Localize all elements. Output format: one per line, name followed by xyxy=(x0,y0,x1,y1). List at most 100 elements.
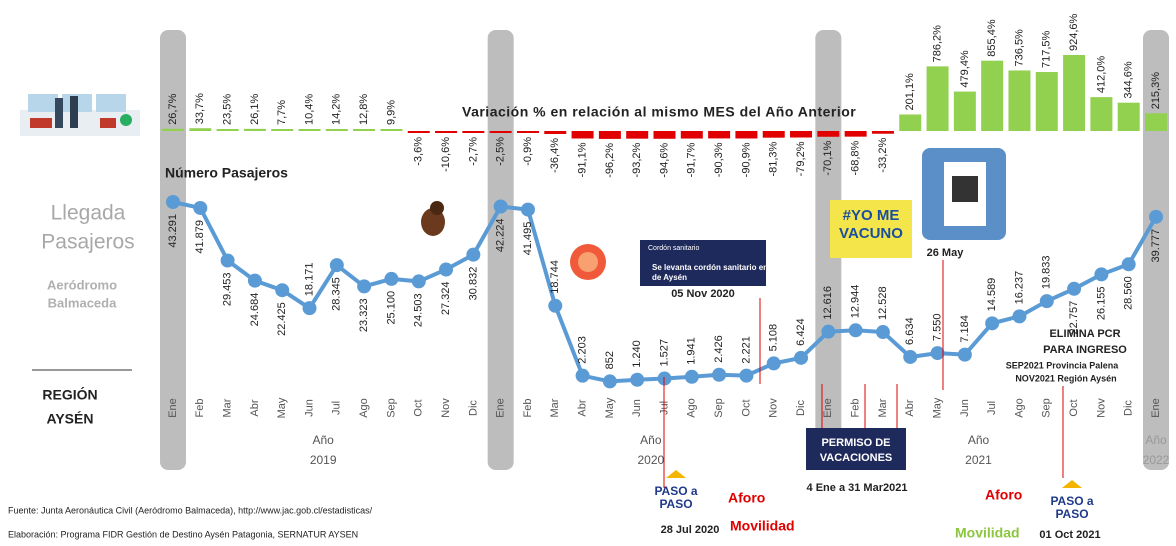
year-band xyxy=(160,30,186,470)
point xyxy=(520,202,535,217)
point-value-label: 1.240 xyxy=(631,340,643,368)
year-label: 2022 xyxy=(1143,453,1170,467)
airport-icon xyxy=(20,94,140,136)
region: REGIÓN xyxy=(42,386,97,403)
bar xyxy=(626,131,649,139)
bar xyxy=(407,131,430,133)
x-tick-label: Sep xyxy=(713,398,725,418)
bar-title: Variación % en relación al mismo MES del… xyxy=(462,104,856,120)
point-value-label: 1.941 xyxy=(686,337,698,365)
bar xyxy=(817,131,840,137)
point-value-label: 18.744 xyxy=(549,260,561,294)
cordon-text: de Aysén xyxy=(652,273,687,282)
vaccine-text: VACUNO xyxy=(839,225,903,242)
panel-title: Llegada xyxy=(51,202,126,225)
x-tick-label: Ene xyxy=(822,398,834,418)
point xyxy=(384,271,399,286)
point-value-label: 25.100 xyxy=(385,291,397,325)
x-tick-label: Abr xyxy=(249,399,261,416)
vacation-text: VACACIONES xyxy=(820,452,893,464)
point xyxy=(302,301,317,316)
point-value-label: 12.944 xyxy=(850,285,862,319)
point xyxy=(930,346,945,361)
bar-value-label: 33,7% xyxy=(194,93,206,124)
bar xyxy=(298,129,321,131)
qr-code xyxy=(952,176,978,202)
point-value-label: 24.503 xyxy=(413,293,425,327)
bar-value-label: 736,5% xyxy=(1013,29,1025,67)
bar xyxy=(380,129,403,131)
point xyxy=(1067,281,1082,296)
x-tick-label: Oct xyxy=(740,399,752,416)
bar-value-label: -2,5% xyxy=(495,137,507,166)
bar-value-label: -90,3% xyxy=(713,142,725,177)
panel-title: Pasajeros xyxy=(41,231,134,254)
bar xyxy=(1117,102,1140,131)
bar-value-label: -70,1% xyxy=(822,141,834,176)
bar-value-label: -3,6% xyxy=(413,137,425,166)
airport-name: Balmaceda xyxy=(48,295,117,310)
x-tick-label: Jun xyxy=(303,399,315,417)
pcr-text: ELIMINA PCR xyxy=(1049,328,1120,340)
point-value-label: 12.528 xyxy=(877,286,889,320)
pcr-text: PARA INGRESO xyxy=(1043,344,1127,356)
bar xyxy=(216,129,239,131)
bar xyxy=(871,131,894,134)
point xyxy=(193,200,208,215)
point xyxy=(684,369,699,384)
logo-text: PASO xyxy=(659,497,692,511)
region: AYSÉN xyxy=(47,411,94,427)
bar xyxy=(981,60,1004,131)
bar-value-label: 215,3% xyxy=(1150,72,1162,110)
point xyxy=(848,323,863,338)
point-value-label: 6.634 xyxy=(904,317,916,345)
point-value-label: 18.171 xyxy=(303,263,315,297)
point xyxy=(739,368,754,383)
year-band xyxy=(1143,30,1169,470)
x-tick-label: Feb xyxy=(522,399,534,418)
bar-value-label: -10,6% xyxy=(440,137,452,172)
point-value-label: 30.832 xyxy=(467,267,479,301)
logo-text: PASO a xyxy=(654,484,697,498)
bar xyxy=(708,131,731,139)
bar-value-label: -93,2% xyxy=(631,142,643,177)
year-label: Año xyxy=(1145,433,1167,447)
paso-a-paso-logo: PASO a PASO xyxy=(654,470,698,511)
bar xyxy=(516,131,539,133)
x-tick-label: Dic xyxy=(467,400,479,416)
point-value-label: 19.833 xyxy=(1041,256,1053,290)
x-tick-label: Mar xyxy=(222,398,234,417)
point xyxy=(821,324,836,339)
cordon-heading: Cordón sanitario xyxy=(648,245,699,252)
dog-icon xyxy=(421,201,445,236)
point-value-label: 16.237 xyxy=(1013,271,1025,305)
aforo-label: Aforo xyxy=(728,490,765,506)
x-tick-label: Oct xyxy=(413,399,425,416)
bar-value-label: 7,7% xyxy=(276,100,288,125)
bar xyxy=(735,131,758,139)
virus-icon xyxy=(570,244,606,280)
bar-value-label: -36,4% xyxy=(549,138,561,173)
x-tick-label: Nov xyxy=(1095,398,1107,418)
bar-value-label: -0,9% xyxy=(522,137,534,166)
bar-value-label: 855,4% xyxy=(986,19,998,57)
year-label: Año xyxy=(313,433,335,447)
bar-value-label: 412,0% xyxy=(1095,56,1107,94)
year-band xyxy=(487,30,514,470)
line-title: Número Pasajeros xyxy=(165,165,288,181)
bar xyxy=(243,128,266,131)
bar-value-label: 26,7% xyxy=(167,93,179,124)
point-value-label: 23.323 xyxy=(358,298,370,332)
year-label: 2020 xyxy=(637,453,664,467)
point xyxy=(166,195,180,209)
bar xyxy=(1035,72,1058,131)
bar-value-label: -90,9% xyxy=(740,142,752,177)
point-value-label: 2.221 xyxy=(740,336,752,364)
bar-value-label: -33,2% xyxy=(877,138,889,173)
point-value-label: 2.426 xyxy=(713,335,725,363)
point xyxy=(247,273,262,288)
bar-value-label: -81,3% xyxy=(768,141,780,176)
bar-value-label: -91,7% xyxy=(686,142,698,177)
bar xyxy=(680,131,703,139)
x-tick-label: Feb xyxy=(194,399,206,418)
